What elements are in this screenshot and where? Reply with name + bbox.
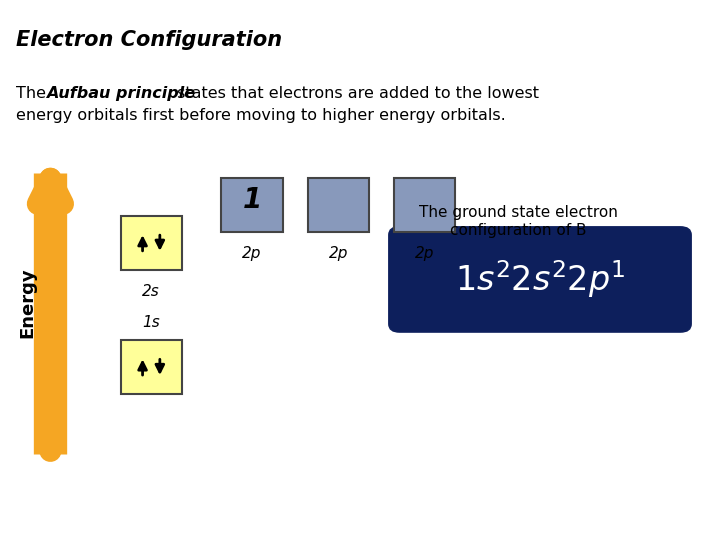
Text: energy orbitals first before moving to higher energy orbitals.: energy orbitals first before moving to h… [16, 108, 505, 123]
FancyBboxPatch shape [308, 178, 369, 232]
FancyBboxPatch shape [121, 340, 181, 394]
Text: $1s^{2}2s^{2}2p^{1}$: $1s^{2}2s^{2}2p^{1}$ [454, 259, 626, 300]
FancyBboxPatch shape [222, 178, 283, 232]
Text: states that electrons are added to the lowest: states that electrons are added to the l… [172, 86, 539, 102]
Text: 1: 1 [243, 186, 261, 214]
Text: Energy: Energy [19, 267, 36, 338]
FancyBboxPatch shape [389, 227, 691, 332]
Text: 2p: 2p [415, 246, 434, 261]
Text: The ground state electron
configuration of B: The ground state electron configuration … [419, 205, 618, 238]
Text: Aufbau principle: Aufbau principle [46, 86, 195, 102]
Text: 2p: 2p [329, 246, 348, 261]
Text: 1s: 1s [143, 315, 160, 330]
FancyBboxPatch shape [395, 178, 455, 232]
Text: 2s: 2s [143, 284, 160, 299]
Text: Electron Configuration: Electron Configuration [16, 30, 282, 50]
Text: 2p: 2p [243, 246, 261, 261]
FancyBboxPatch shape [121, 216, 181, 270]
Text: The: The [16, 86, 51, 102]
